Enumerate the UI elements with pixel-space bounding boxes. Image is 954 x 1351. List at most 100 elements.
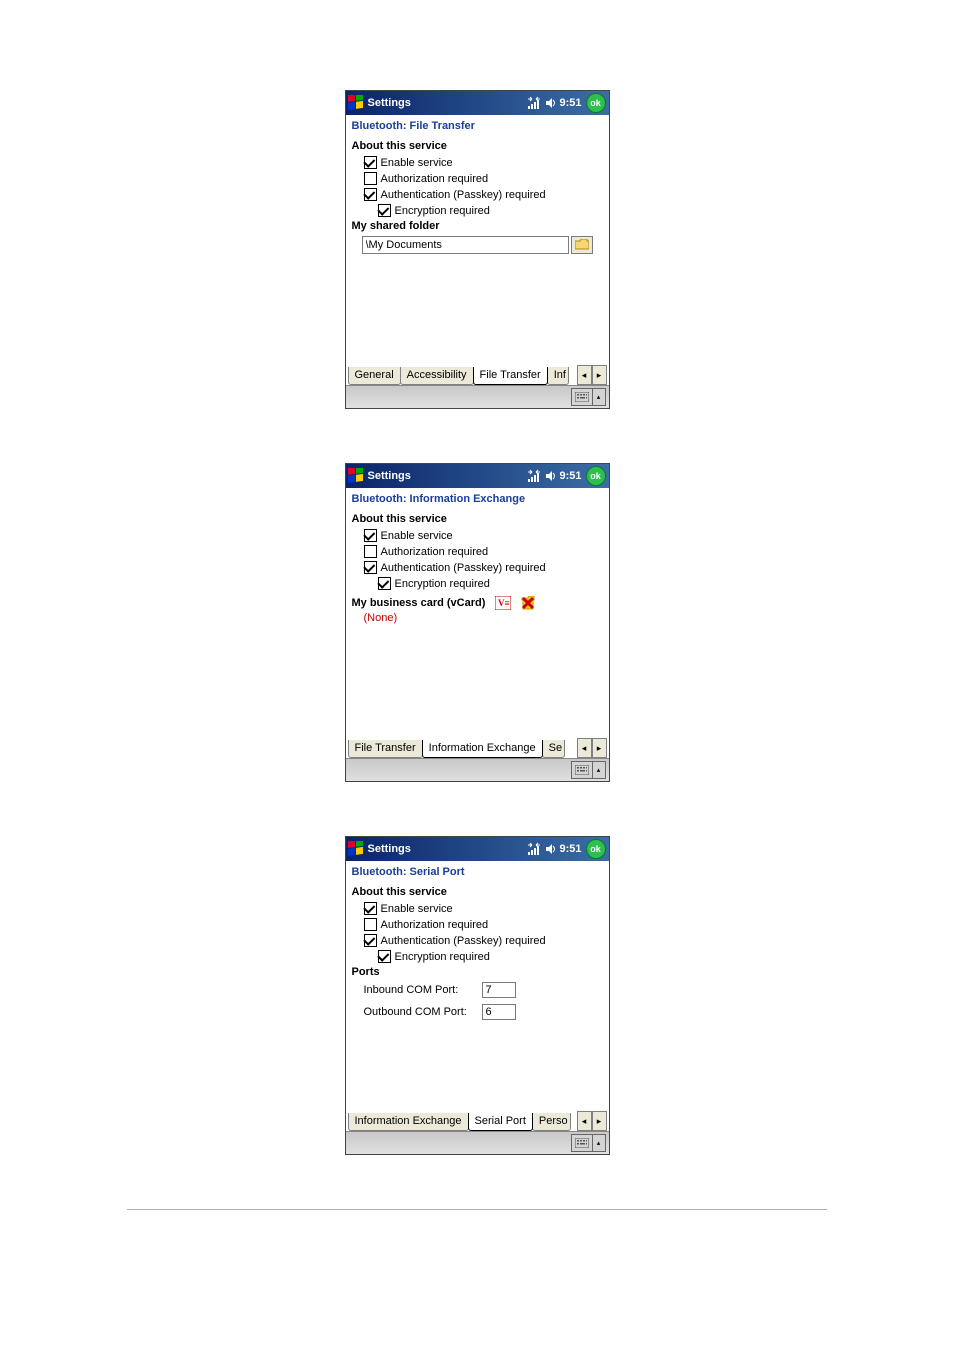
page: Settings 9:51 ok Bluetooth: File Transfe… — [0, 0, 954, 1270]
authentication-checkbox[interactable] — [364, 561, 377, 574]
authentication-label: Authentication (Passkey) required — [381, 189, 546, 201]
enable-service-label: Enable service — [381, 903, 453, 915]
encryption-checkbox[interactable] — [378, 204, 391, 217]
tabscroll-right[interactable]: ▸ — [592, 738, 607, 758]
windows-logo-icon[interactable] — [348, 841, 364, 857]
encryption-label: Encryption required — [395, 951, 490, 963]
section-heading-ports: Ports — [352, 966, 603, 978]
tab-accessibility[interactable]: Accessibility — [400, 367, 474, 385]
tab-general[interactable]: General — [348, 367, 401, 385]
sip-arrow-up[interactable]: ▴ — [593, 388, 606, 406]
shared-folder-row — [362, 236, 593, 254]
folder-icon — [575, 239, 589, 251]
enable-service-checkbox[interactable] — [364, 156, 377, 169]
enable-service-row[interactable]: Enable service — [364, 902, 603, 915]
section-heading-about: About this service — [352, 513, 603, 525]
sip-keyboard-icon[interactable] — [571, 1134, 593, 1152]
volume-icon[interactable] — [545, 470, 557, 482]
authentication-label: Authentication (Passkey) required — [381, 935, 546, 947]
encryption-checkbox[interactable] — [378, 577, 391, 590]
authentication-row[interactable]: Authentication (Passkey) required — [364, 561, 603, 574]
section-heading-shared: My shared folder — [352, 220, 603, 232]
outbound-port-label: Outbound COM Port: — [364, 1006, 482, 1018]
authentication-row[interactable]: Authentication (Passkey) required — [364, 188, 603, 201]
clock[interactable]: 9:51 — [559, 843, 581, 855]
sip-keyboard-icon[interactable] — [571, 388, 593, 406]
signal-icon[interactable] — [527, 96, 541, 110]
sip-keyboard-icon[interactable] — [571, 761, 593, 779]
enable-service-row[interactable]: Enable service — [364, 156, 603, 169]
tab-information-exchange[interactable]: Information Exchange — [422, 740, 543, 758]
clock[interactable]: 9:51 — [559, 470, 581, 482]
authentication-checkbox[interactable] — [364, 934, 377, 947]
titlebar: Settings 9:51 ok — [346, 837, 609, 861]
section-heading-vcard: My business card (vCard) V≡ — [352, 596, 603, 610]
encryption-row[interactable]: Encryption required — [378, 950, 603, 963]
footer-divider — [127, 1209, 827, 1210]
vcard-delete-button[interactable] — [521, 596, 535, 610]
vcard-value: (None) — [364, 612, 603, 624]
authentication-checkbox[interactable] — [364, 188, 377, 201]
sip-arrow-up[interactable]: ▴ — [593, 761, 606, 779]
sip-arrow-up[interactable]: ▴ — [593, 1134, 606, 1152]
page-title: Bluetooth: Information Exchange — [346, 488, 609, 509]
authorization-row[interactable]: Authorization required — [364, 172, 603, 185]
outbound-port-row: Outbound COM Port: — [364, 1004, 603, 1020]
authorization-label: Authorization required — [381, 919, 489, 931]
encryption-row[interactable]: Encryption required — [378, 577, 603, 590]
ok-button[interactable]: ok — [586, 466, 606, 486]
section-heading-about: About this service — [352, 140, 603, 152]
outbound-port-input[interactable] — [482, 1004, 516, 1020]
tab-serial-port[interactable]: Serial Port — [468, 1113, 533, 1131]
encryption-label: Encryption required — [395, 578, 490, 590]
section-heading-about: About this service — [352, 886, 603, 898]
ok-button[interactable]: ok — [586, 93, 606, 113]
tabbar: Information Exchange Serial Port Perso ◂… — [346, 1110, 609, 1131]
bottombar: ▴ — [346, 1131, 609, 1154]
authentication-row[interactable]: Authentication (Passkey) required — [364, 934, 603, 947]
vcard-select-button[interactable]: V≡ — [495, 596, 511, 610]
authorization-checkbox[interactable] — [364, 918, 377, 931]
tabs: General Accessibility File Transfer Inf — [348, 367, 576, 385]
authorization-checkbox[interactable] — [364, 545, 377, 558]
vcard-heading-text: My business card (vCard) — [352, 597, 486, 609]
enable-service-checkbox[interactable] — [364, 902, 377, 915]
tab-serial-cut[interactable]: Se — [542, 740, 565, 758]
windows-logo-icon[interactable] — [348, 95, 364, 111]
signal-icon[interactable] — [527, 842, 541, 856]
encryption-row[interactable]: Encryption required — [378, 204, 603, 217]
browse-button[interactable] — [571, 236, 593, 254]
signal-icon[interactable] — [527, 469, 541, 483]
tabscroll-left[interactable]: ◂ — [577, 365, 592, 385]
inbound-port-row: Inbound COM Port: — [364, 982, 603, 998]
ok-button[interactable]: ok — [586, 839, 606, 859]
inbound-port-input[interactable] — [482, 982, 516, 998]
tabscroll-left[interactable]: ◂ — [577, 1111, 592, 1131]
encryption-label: Encryption required — [395, 205, 490, 217]
tabscroll-right[interactable]: ▸ — [592, 1111, 607, 1131]
bottombar: ▴ — [346, 758, 609, 781]
volume-icon[interactable] — [545, 97, 557, 109]
authorization-row[interactable]: Authorization required — [364, 545, 603, 558]
tab-information-exchange[interactable]: Information Exchange — [348, 1113, 469, 1131]
inbound-port-label: Inbound COM Port: — [364, 984, 482, 996]
tabscroll-right[interactable]: ▸ — [592, 365, 607, 385]
shared-folder-input[interactable] — [362, 236, 569, 254]
tab-file-transfer[interactable]: File Transfer — [348, 740, 423, 758]
tab-file-transfer[interactable]: File Transfer — [473, 367, 548, 385]
window-title: Settings — [368, 470, 411, 482]
clock[interactable]: 9:51 — [559, 97, 581, 109]
tab-info-cut[interactable]: Inf — [547, 367, 569, 385]
authorization-checkbox[interactable] — [364, 172, 377, 185]
enable-service-checkbox[interactable] — [364, 529, 377, 542]
tab-personal-cut[interactable]: Perso — [532, 1113, 571, 1131]
windows-logo-icon[interactable] — [348, 468, 364, 484]
device-screen-file-transfer: Settings 9:51 ok Bluetooth: File Transfe… — [345, 90, 610, 409]
authorization-row[interactable]: Authorization required — [364, 918, 603, 931]
volume-icon[interactable] — [545, 843, 557, 855]
window-title: Settings — [368, 97, 411, 109]
encryption-checkbox[interactable] — [378, 950, 391, 963]
tabscroll-left[interactable]: ◂ — [577, 738, 592, 758]
enable-service-row[interactable]: Enable service — [364, 529, 603, 542]
device-screen-information-exchange: Settings 9:51 ok Bluetooth: Information … — [345, 463, 610, 782]
